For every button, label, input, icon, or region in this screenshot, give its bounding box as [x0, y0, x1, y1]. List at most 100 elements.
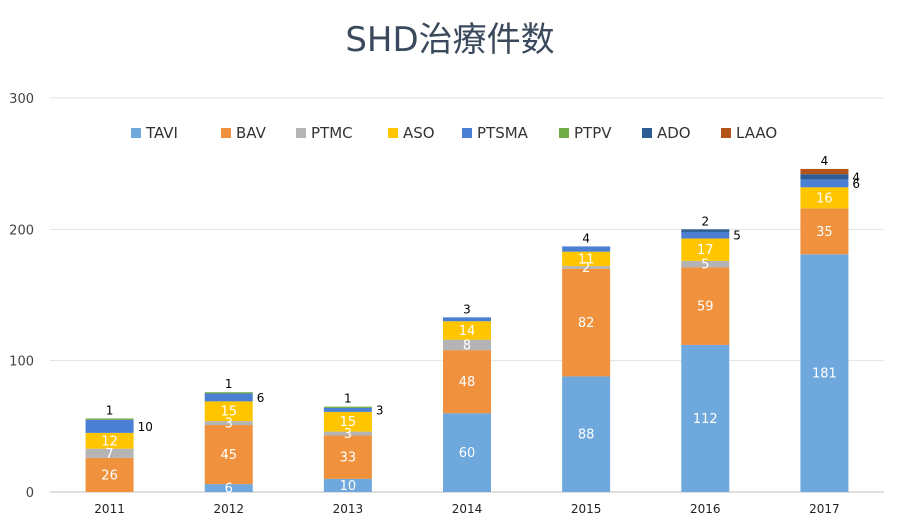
bar-segment-ptsma: [443, 317, 491, 322]
bar-segment-ptmc: [204, 421, 253, 426]
data-label: 4: [821, 154, 829, 168]
bar-segment-ado: [800, 174, 849, 180]
legend-label: ASO: [403, 124, 435, 142]
data-label: 10: [340, 479, 357, 494]
data-label: 16: [816, 191, 833, 206]
legend-label: PTPV: [574, 124, 612, 142]
data-label: 26: [101, 468, 118, 483]
data-label: 15: [220, 405, 237, 420]
bar-segment-bav: [800, 208, 849, 255]
legend-swatch: [642, 128, 652, 138]
legend-label: LAAO: [736, 124, 777, 142]
data-label: 10: [138, 420, 153, 434]
bar-segment-ptsma: [204, 393, 253, 402]
legend-swatch: [221, 128, 231, 138]
x-tick-label: 2014: [452, 502, 483, 516]
legend-item-ptmc: PTMC: [296, 124, 353, 142]
legend-item-bav: BAV: [221, 124, 267, 142]
bar-segment-ptpv: [85, 418, 134, 420]
x-tick-label: 2012: [213, 502, 244, 516]
legend-label: BAV: [236, 124, 267, 142]
data-label: 181: [812, 367, 837, 382]
bar-segment-aso: [85, 432, 134, 449]
data-label: 17: [697, 243, 714, 258]
bar-segment-bav: [323, 435, 372, 479]
data-label: 48: [459, 375, 476, 390]
data-label: 60: [459, 446, 476, 461]
bar-segment-ptpv: [204, 392, 253, 394]
data-label: 2: [582, 261, 590, 276]
bar-segment-tavi: [681, 344, 730, 492]
legend-swatch: [388, 128, 398, 138]
data-label: 88: [578, 428, 595, 443]
bar-segment-ptmc: [443, 339, 491, 351]
data-label: 3: [225, 417, 233, 432]
bar-segment-bav: [681, 267, 730, 345]
legend-item-ptsma: PTSMA: [462, 124, 529, 142]
x-tick-label: 2011: [94, 502, 125, 516]
bar-segment-aso: [562, 251, 611, 267]
bar-segment-ptsma: [562, 246, 611, 252]
x-axis: 2011 2012 2013 2014 2015 2016 2017: [94, 502, 839, 516]
y-tick-label: 200: [9, 223, 34, 238]
bar-segment-ptmc: [85, 448, 134, 458]
data-label: 35: [816, 225, 833, 240]
y-tick-label: 300: [9, 92, 34, 107]
y-tick-label: 0: [26, 486, 34, 501]
bars: [85, 168, 849, 492]
data-label: 14: [459, 324, 476, 339]
data-label: 3: [463, 302, 471, 316]
legend-swatch: [296, 128, 306, 138]
data-label: 5: [733, 229, 741, 243]
bar-segment-tavi: [204, 484, 253, 492]
bar-segment-tavi: [562, 376, 611, 492]
bar-segment-ptmc: [323, 431, 372, 436]
x-tick-label: 2016: [690, 502, 721, 516]
bar-segment-ptsma: [323, 407, 372, 412]
data-label: 59: [697, 300, 714, 315]
bar-segment-tavi: [443, 413, 491, 492]
data-label: 82: [578, 316, 595, 331]
data-label: 4: [582, 231, 590, 245]
legend-item-ado: ADO: [642, 124, 691, 142]
data-label: 3: [376, 403, 384, 417]
bar-segment-bav: [85, 457, 134, 492]
bar-segment-aso: [681, 238, 730, 261]
data-label: 6: [852, 177, 860, 191]
data-label: 6: [257, 391, 265, 405]
chart-title: SHD治療件数: [345, 20, 555, 60]
legend-swatch: [559, 128, 569, 138]
bar-segment-laao: [800, 168, 849, 175]
data-labels: 2671210164531561103331531604881438882211…: [101, 154, 860, 497]
bar-segment-tavi: [800, 254, 849, 492]
bar-segment-aso: [800, 187, 849, 209]
data-label: 2: [701, 214, 709, 228]
legend-label: ADO: [657, 124, 691, 142]
data-label: 1: [344, 392, 352, 406]
bar-segment-ptsma: [85, 419, 134, 433]
legend-swatch: [462, 128, 472, 138]
y-axis: 0 100 200 300: [9, 92, 34, 501]
legend-label: TAVI: [145, 124, 178, 142]
x-tick-label: 2015: [571, 502, 602, 516]
data-label: 11: [578, 252, 595, 267]
bar-segment-ptmc: [562, 266, 611, 269]
data-label: 6: [225, 482, 233, 497]
data-label: 4: [852, 170, 860, 184]
x-tick-label: 2013: [333, 502, 364, 516]
bar-segment-ptmc: [681, 260, 730, 268]
data-label: 112: [693, 412, 718, 427]
legend-label: PTMC: [311, 124, 353, 142]
data-label: 33: [340, 451, 357, 466]
data-label: 45: [220, 448, 237, 463]
legend-label: PTSMA: [477, 124, 529, 142]
data-label: 1: [106, 403, 114, 417]
legend-item-laao: LAAO: [721, 124, 777, 142]
data-label: 12: [101, 434, 118, 449]
data-label: 7: [105, 447, 113, 462]
bar-segment-ptsma: [681, 231, 730, 239]
bar-segment-aso: [323, 411, 372, 432]
data-label: 1: [225, 377, 233, 391]
bar-segment-aso: [204, 401, 253, 422]
